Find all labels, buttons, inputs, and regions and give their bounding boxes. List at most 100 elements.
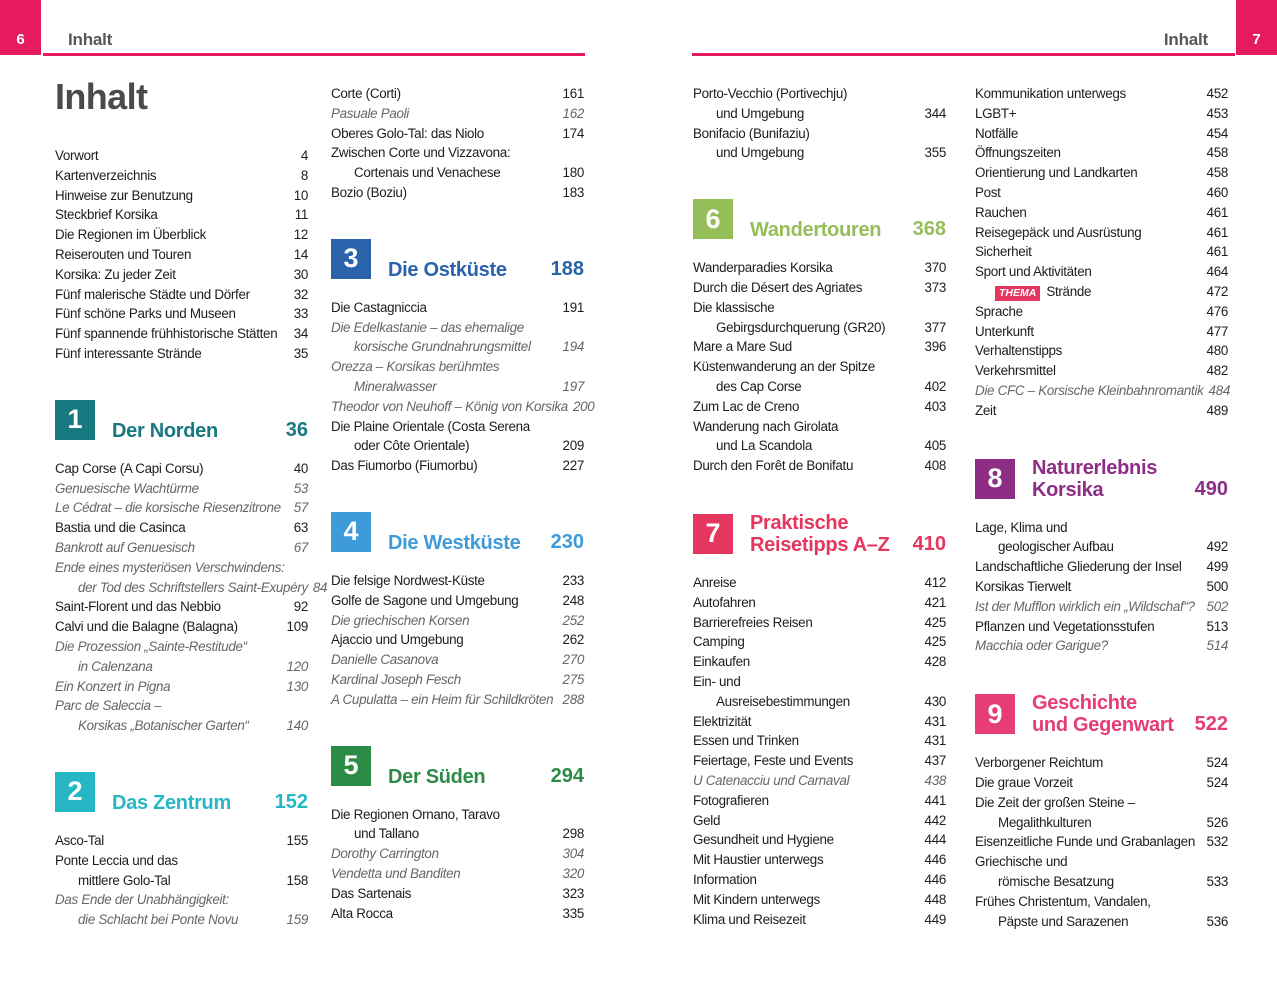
toc-entry-page: 408 [924, 458, 947, 474]
toc-entry: Genuesische Wachtürme 53 [55, 479, 308, 499]
toc-entry-page: 405 [924, 438, 947, 454]
toc-entry: Cap Corse (A Capi Corsu) 40 [55, 459, 308, 479]
toc-entry: Die Edelkastanie – das ehemalige [331, 318, 584, 338]
toc-entry-text: Die griechischen Korsen [331, 612, 470, 628]
toc-entry-text: Kardinal Joseph Fesch [331, 671, 461, 687]
toc-entry: Klima und Reisezeit 449 [693, 910, 946, 930]
toc-entry-text: Orezza – Korsikas berühmtes [331, 359, 500, 375]
toc-entry-page: 526 [1206, 814, 1229, 830]
header-rule-left [43, 53, 585, 56]
toc-entry-page: 162 [562, 105, 585, 121]
toc-entry-text: Wanderparadies Korsika [693, 260, 833, 276]
toc-entry: Die Regionen Ornano, Taravo [331, 805, 584, 825]
toc-entry-page: 444 [924, 832, 947, 848]
toc-entry-page: 446 [924, 852, 947, 868]
toc-entry-text: THEMA Strände [995, 282, 1091, 302]
toc-entry-text: Korsikas Tierwelt [975, 578, 1072, 594]
toc-entry-text: Verkehrsmittel [975, 363, 1056, 379]
toc-entry-text: Alta Rocca [331, 905, 393, 921]
toc-entry-text: Ausreisebestimmungen [716, 693, 850, 709]
toc-entry-text: Le Cédrat – die korsische Riesenzitrone [55, 500, 281, 516]
toc-entry: Ende eines mysteriösen Verschwindens: [55, 558, 308, 578]
toc-entry-page: 63 [293, 520, 309, 536]
toc-entry: Das Sartenais 323 [331, 884, 584, 904]
toc-entry: Zwischen Corte und Vizzavona: [331, 143, 584, 163]
toc-entry-text: Ist der Mufflon wirklich ein „Wildschaf“… [975, 598, 1195, 614]
toc-entry-continuation: der Tod des Schriftstellers Saint-Exupér… [55, 578, 327, 598]
toc-entry-page: 227 [562, 458, 585, 474]
toc-entry: Sicherheit 461 [975, 242, 1228, 262]
toc-entry: Anreise 412 [693, 573, 946, 593]
toc-entry-text: Griechische und [975, 854, 1068, 870]
toc-entry: Corte (Corti) 161 [331, 84, 584, 104]
toc-entry: Reisegepäck und Ausrüstung 461 [975, 223, 1228, 243]
toc-entry-page: 252 [562, 612, 585, 628]
toc-entry-page: 130 [286, 678, 309, 694]
toc-entry: Griechische und [975, 852, 1228, 872]
toc-entry-text: Ein Konzert in Pigna [55, 678, 171, 694]
toc-entry-page: 109 [286, 619, 309, 635]
toc-entry: Die CFC – Korsische Kleinbahnromantik 484 [975, 381, 1230, 401]
toc-entry-text: Genuesische Wachtürme [55, 480, 199, 496]
toc-entry-page: 396 [924, 339, 947, 355]
toc-entry-group: Die Regionen Ornano, Taravo und Tallano 29… [331, 805, 584, 924]
toc-entry-text: Autofahren [693, 594, 756, 610]
toc-entry-text: römische Besatzung [998, 873, 1114, 889]
toc-entry-text: Megalithkulturen [998, 814, 1092, 830]
toc-entry-page: 373 [924, 279, 947, 295]
toc-entry-text: Zum Lac de Creno [693, 398, 800, 414]
toc-entry-text: Die Edelkastanie – das ehemalige [331, 319, 524, 335]
toc-entry: Steckbrief Korsika 11 [55, 205, 308, 225]
header-rule-right [692, 53, 1235, 56]
chapter-page-number: 368 [912, 218, 946, 241]
toc-entry-continuation: und Tallano 298 [331, 824, 584, 844]
toc-entry-page: 183 [562, 184, 585, 200]
toc-entry-text: Bozio (Boziu) [331, 184, 407, 200]
toc-entry-text: und Umgebung [716, 105, 804, 121]
toc-entry-page: 431 [924, 713, 947, 729]
toc-entry: Camping 425 [693, 632, 946, 652]
toc-entry-page: 159 [286, 912, 309, 928]
toc-entry-page: 460 [1206, 184, 1229, 200]
toc-entry-text: Die Prozession „Sainte-Restitude“ [55, 638, 247, 654]
toc-entry-text: Landschaftliche Gliederung der Insel [975, 559, 1182, 575]
chapter-heading: 6 Wandertouren 368 [693, 199, 946, 241]
toc-entry-text: Ein- und [693, 673, 741, 689]
toc-entry-page: 480 [1206, 343, 1229, 359]
toc-entry-continuation: und La Scandola 405 [693, 436, 946, 456]
toc-entry-group: Anreise 412 Autofahren 421 Barrierefreies Re… [693, 573, 946, 929]
toc-entry-page: 492 [1206, 539, 1229, 555]
toc-entry-text: Information [693, 871, 757, 887]
chapter-number-box: 9 [975, 694, 1015, 735]
toc-entry-text: Theodor von Neuhoff – König von Korsika [331, 398, 568, 414]
toc-entry: Sport und Aktivitäten 464 [975, 262, 1228, 282]
toc-entry-page: 67 [293, 539, 309, 555]
toc-entry-page: 191 [562, 299, 585, 315]
toc-entry-page: 499 [1206, 559, 1229, 575]
toc-entry-group: Vorwort 4 Kartenverzeichnis 8 Hinweise zur B… [55, 146, 308, 364]
toc-entry: Wanderung nach Girolata [693, 417, 946, 437]
toc-entry-text: Das Sartenais [331, 885, 412, 901]
toc-entry-page: 402 [924, 378, 947, 394]
toc-entry-continuation: Cortenais und Venachese 180 [331, 163, 584, 183]
page-number-box-left: 6 [0, 0, 41, 55]
toc-entry-page: 10 [293, 187, 309, 203]
toc-entry-group: Asco-Tal 155 Ponte Leccia und das mittlere … [55, 831, 308, 930]
chapter-heading: 1 Der Norden 36 [55, 399, 308, 442]
toc-entry-continuation: Korsikas „Botanischer Garten“ 140 [55, 716, 308, 736]
toc-entry-page: 437 [924, 753, 947, 769]
toc-entry-text: Orientierung und Landkarten [975, 165, 1138, 181]
toc-entry: Rauchen 461 [975, 203, 1228, 223]
toc-entry: Die Plaine Orientale (Costa Serena [331, 417, 584, 437]
toc-entry-page: 536 [1206, 913, 1229, 929]
toc-entry-text: Saint-Florent und das Nebbio [55, 599, 221, 615]
toc-entry-page: 472 [1206, 283, 1229, 299]
toc-entry: Fünf malerische Städte und Dörfer 32 [55, 285, 308, 305]
toc-entry-page: 320 [562, 865, 585, 881]
toc-entry-text: Zeit [975, 402, 997, 418]
toc-entry: Verkehrsmittel 482 [975, 361, 1228, 381]
toc-entry-text: Wanderung nach Girolata [693, 418, 839, 434]
toc-entry-text: Öffnungszeiten [975, 145, 1061, 161]
toc-entry: Küstenwanderung an der Spitze [693, 357, 946, 377]
toc-entry-page: 441 [924, 792, 947, 808]
